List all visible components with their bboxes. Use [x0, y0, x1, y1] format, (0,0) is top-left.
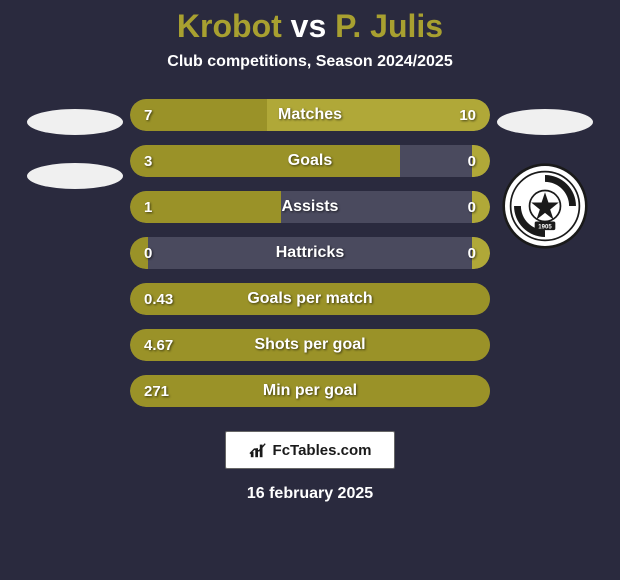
bar-fill-right [472, 237, 490, 269]
bar-fill-left [130, 145, 400, 177]
player1-photo-placeholder [27, 109, 123, 135]
bar-fill-left [130, 237, 148, 269]
player2-photo-placeholder [497, 109, 593, 135]
right-side-column: 1905 [490, 99, 600, 249]
fctables-text: FcTables.com [273, 442, 372, 459]
bar-fill-right [267, 99, 490, 131]
hradec-kralove-logo-icon: 1905 [502, 163, 588, 249]
stat-bar: 4.67Shots per goal [130, 329, 490, 361]
bar-fill-left [130, 99, 267, 131]
bar-fill-right [472, 145, 490, 177]
bar-fill-left [130, 329, 490, 361]
player1-club-placeholder [27, 163, 123, 189]
page-title: Krobot vs P. Julis [177, 8, 443, 45]
bar-fill-left [130, 375, 490, 407]
stat-bar: 10Assists [130, 191, 490, 223]
club-year: 1905 [538, 224, 552, 230]
player1-name: Krobot [177, 8, 282, 44]
subtitle: Club competitions, Season 2024/2025 [167, 53, 452, 71]
fctables-logo[interactable]: FcTables.com [225, 431, 395, 469]
bars-column: 710Matches 30Goals 10Assists 00Hattricks 0.4… [130, 99, 490, 407]
date-text: 16 february 2025 [247, 485, 373, 503]
chart-area: 710Matches 30Goals 10Assists 00Hattricks 0.4… [0, 99, 620, 407]
stat-bar: 710Matches [130, 99, 490, 131]
left-side-column [20, 99, 130, 217]
bar-chart-icon [249, 441, 267, 459]
bar-fill-left [130, 191, 281, 223]
stat-bar: 00Hattricks [130, 237, 490, 269]
bar-fill-left [130, 283, 490, 315]
player2-name: P. Julis [335, 8, 443, 44]
bar-track [130, 237, 490, 269]
bar-fill-right [472, 191, 490, 223]
player2-club-logo: 1905 [502, 163, 588, 249]
comparison-container: Krobot vs P. Julis Club competitions, Se… [0, 0, 620, 580]
stat-bar: 271Min per goal [130, 375, 490, 407]
stat-bar: 0.43Goals per match [130, 283, 490, 315]
vs-text: vs [291, 8, 327, 44]
stat-bar: 30Goals [130, 145, 490, 177]
